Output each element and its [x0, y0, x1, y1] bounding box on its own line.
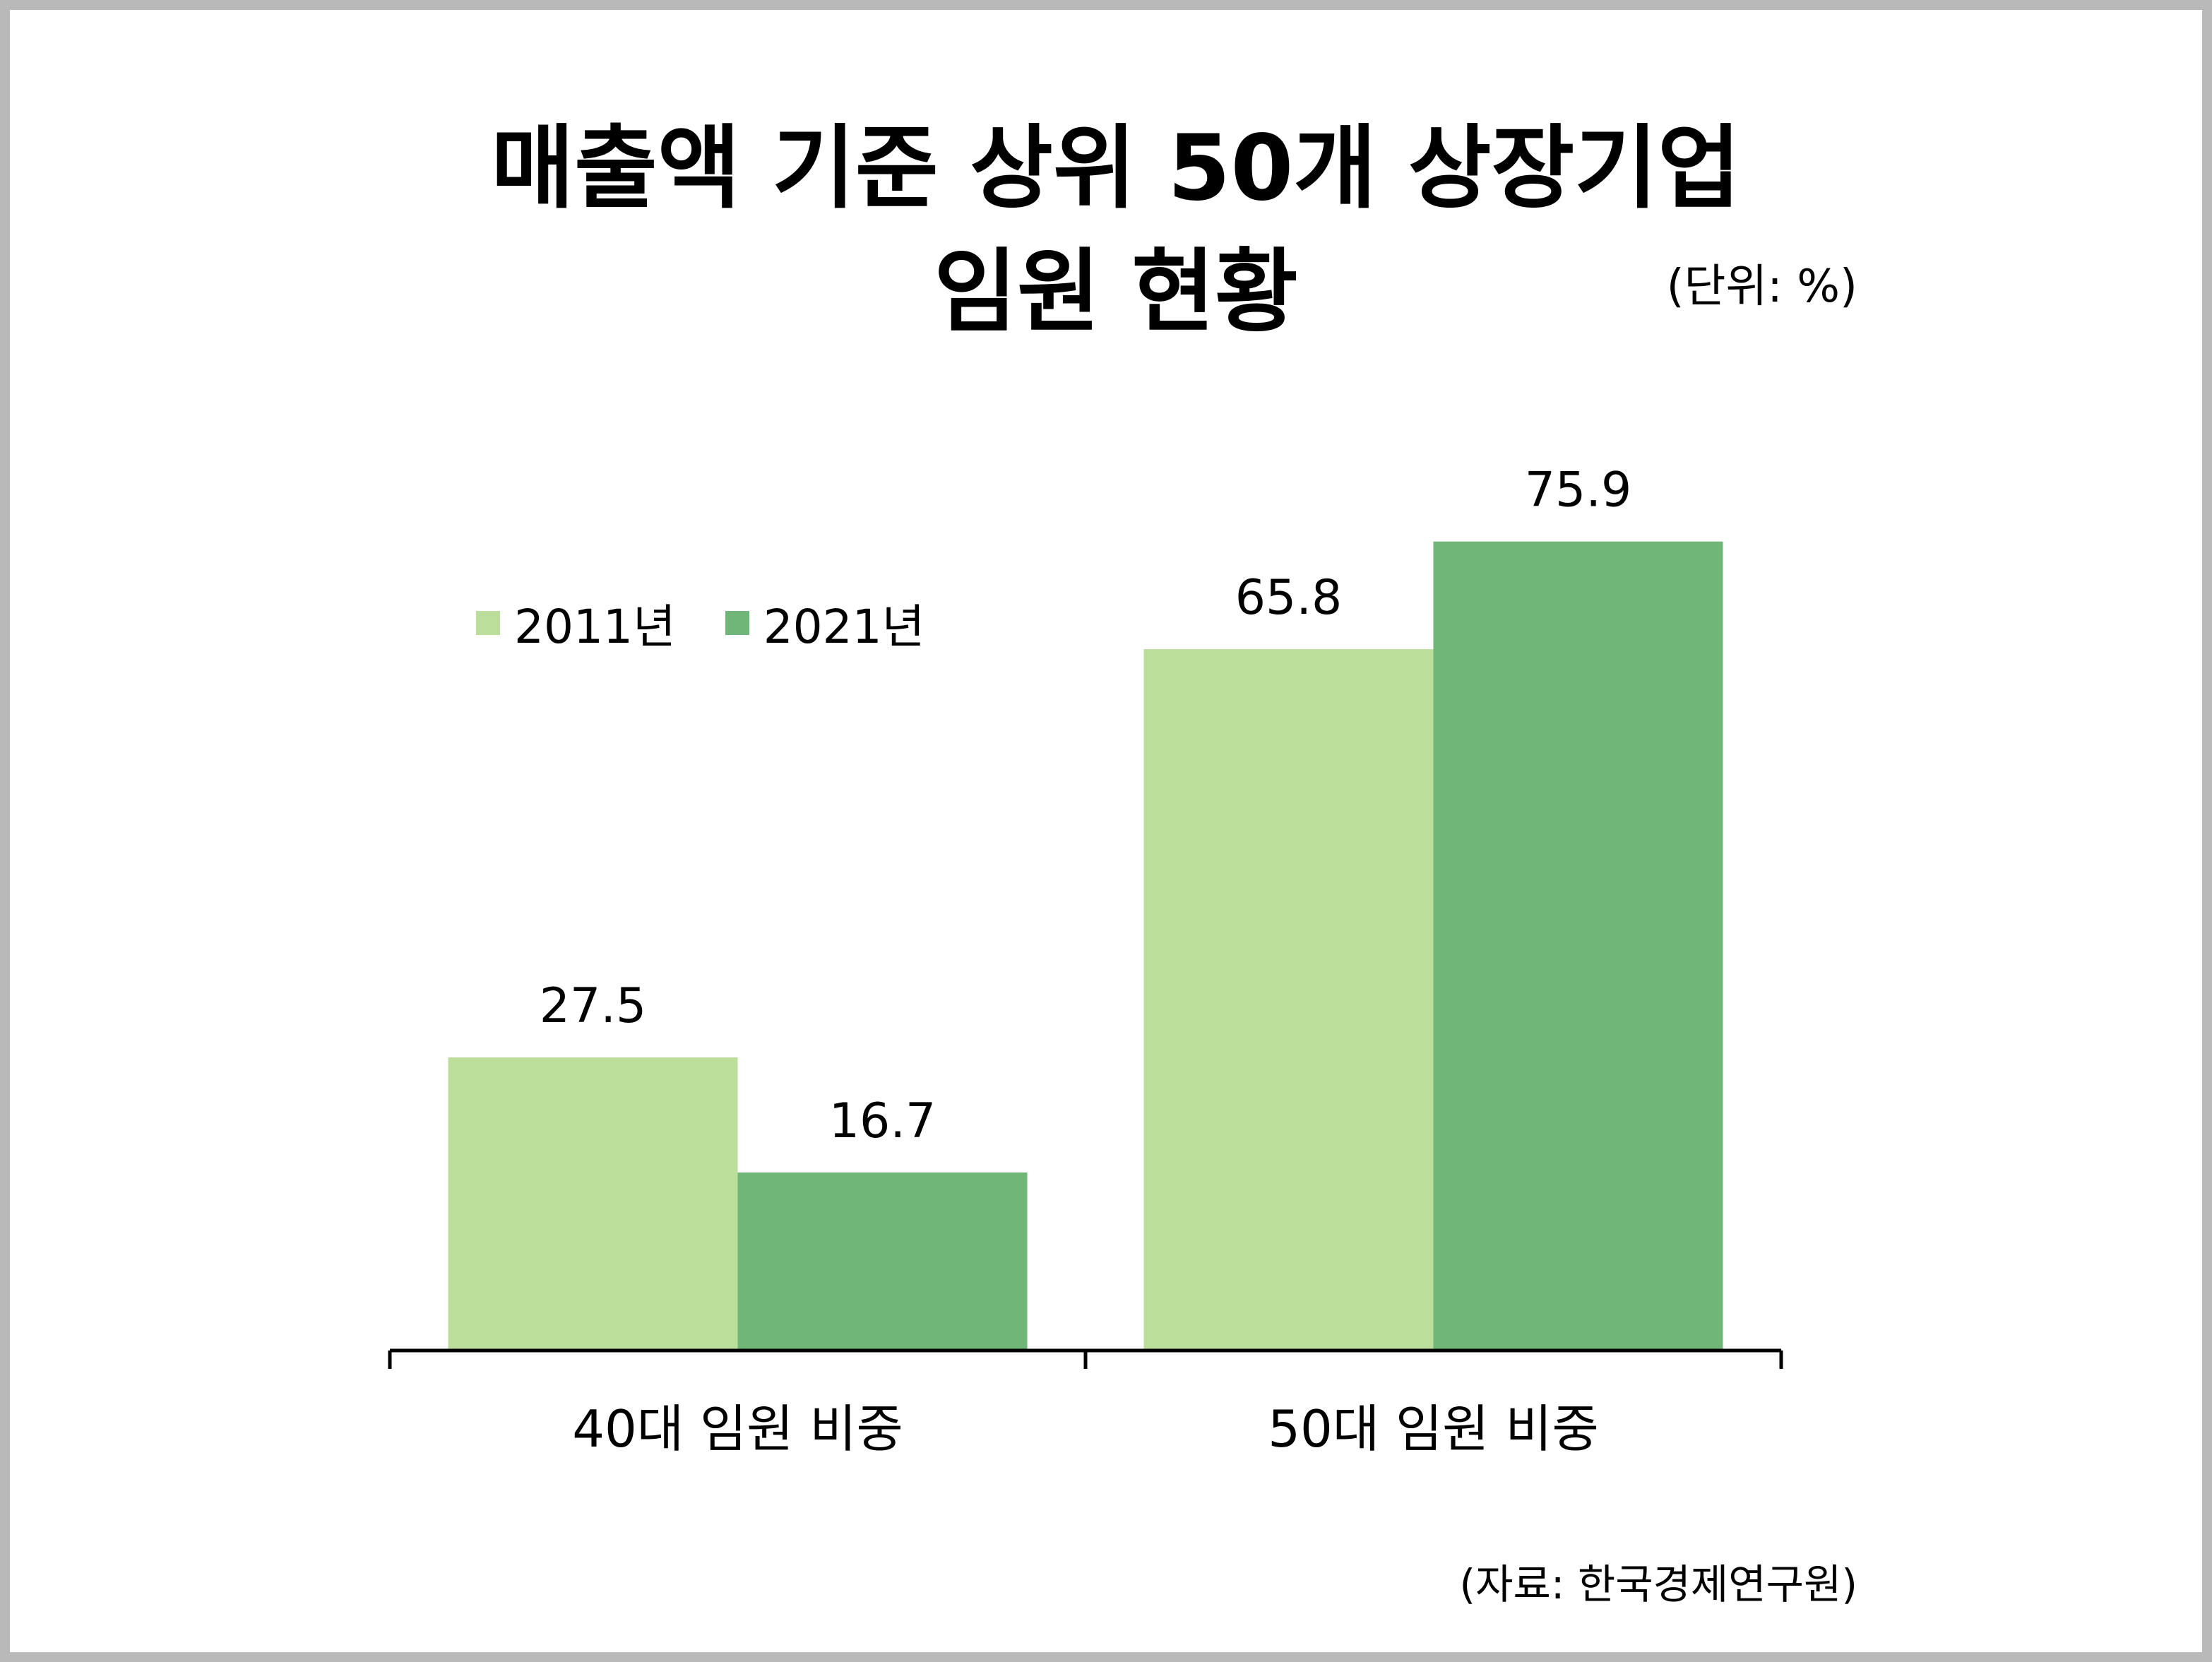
x-tick-label-1: 50대 임원 비중 [1268, 1399, 1599, 1459]
legend-item-2021: 2021년 [725, 589, 925, 657]
bar-0-1 [737, 1173, 1028, 1351]
legend-label-2011: 2011년 [514, 600, 676, 654]
x-tick-label-0: 40대 임원 비중 [572, 1399, 903, 1459]
legend-label-2021: 2021년 [763, 600, 925, 654]
legend-swatch-2011 [476, 611, 500, 635]
chart-title-line-2: 임원 현황 [934, 239, 1298, 345]
legend-swatch-2021 [725, 611, 749, 635]
legend: 2011년 2021년 [476, 589, 974, 657]
chart-title-line-1: 매출액 기준 상위 50개 상장기업 [491, 116, 1741, 221]
source-label: (자료: 한국경제연구원) [1459, 1560, 1857, 1608]
bar-1-0 [1143, 649, 1434, 1351]
data-label-1-1: 75.9 [1525, 463, 1631, 518]
data-label-1-0: 65.8 [1235, 570, 1342, 626]
data-label-0-0: 27.5 [540, 978, 646, 1034]
bar-0-0 [448, 1057, 738, 1351]
data-label-0-1: 16.7 [829, 1093, 936, 1149]
bar-1-1 [1433, 541, 1723, 1351]
unit-label: (단위: %) [1666, 261, 1857, 313]
legend-item-2011: 2011년 [476, 589, 676, 657]
